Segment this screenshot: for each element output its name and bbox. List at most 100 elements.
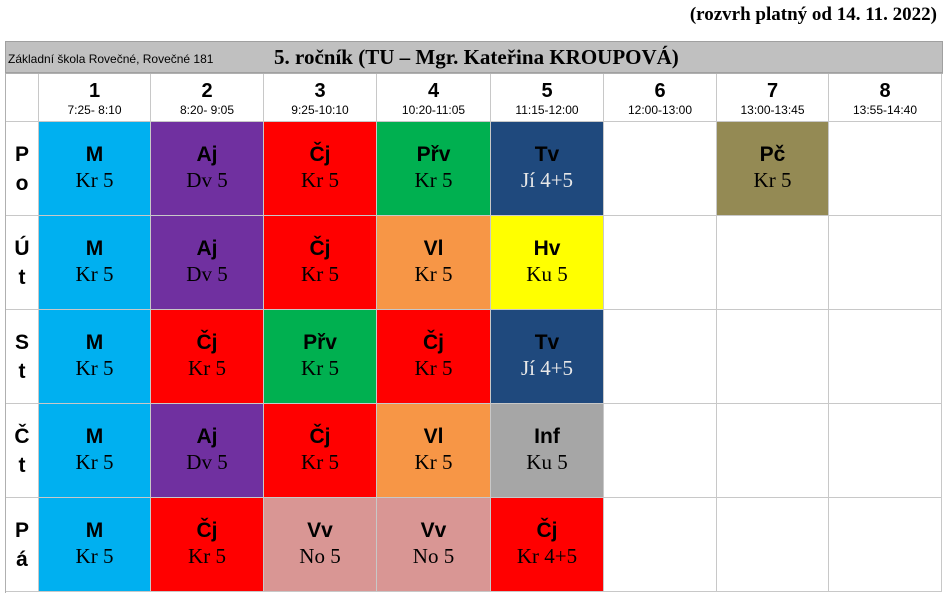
timetable: Základní škola Rovečné, Rovečné 181 5. r… <box>5 41 943 594</box>
period-number: 5 <box>541 80 553 102</box>
lesson-cell: Čj Kr 5 <box>151 310 264 404</box>
lesson-cell: Čj Kr 5 <box>151 498 264 592</box>
lesson-subject: Čj <box>196 330 218 354</box>
empty-slot <box>829 216 942 310</box>
timetable-grid: 1 7:25- 8:10 2 8:20- 9:05 3 9:25-10:10 4 10:20-… <box>5 73 943 593</box>
lesson-cell: Vv No 5 <box>377 498 491 592</box>
day-letter: P <box>14 518 29 542</box>
lesson-subject: M <box>85 236 104 260</box>
lesson-cell: M Kr 5 <box>39 498 151 592</box>
lesson-room: Jí 4+5 <box>520 355 574 380</box>
day-letter: Ú <box>14 236 30 260</box>
lesson-room: Dv 5 <box>186 449 228 474</box>
lesson-room: Kr 5 <box>301 355 339 380</box>
period-number: 2 <box>201 80 213 102</box>
lesson-room: Kr 5 <box>188 543 226 568</box>
lesson-subject: Inf <box>534 424 560 448</box>
lesson-room: Kr 5 <box>753 167 792 192</box>
lesson-subject: Čj <box>536 518 558 542</box>
class-title: 5. ročník (TU – Mgr. Kateřina KROUPOVÁ) <box>274 45 679 69</box>
school-name: Základní škola Rovečné, Rovečné 181 <box>8 52 214 66</box>
period-number: 1 <box>88 80 101 102</box>
empty-slot <box>604 122 717 216</box>
period-header: 6 12:00-13:00 <box>604 74 717 122</box>
period-time: 10:20-11:05 <box>401 103 466 117</box>
validity-note: (rozvrh platný od 14. 11. 2022) <box>689 4 937 25</box>
empty-slot <box>604 404 717 498</box>
lesson-subject: Pč <box>759 142 786 166</box>
lesson-cell: Vl Kr 5 <box>377 404 491 498</box>
day-letter: o <box>15 171 29 195</box>
lesson-cell: M Kr 5 <box>39 216 151 310</box>
empty-slot <box>829 310 942 404</box>
lesson-cell: Přv Kr 5 <box>264 310 377 404</box>
lesson-subject: Aj <box>196 236 218 260</box>
period-number: 3 <box>314 80 326 102</box>
lesson-subject: Aj <box>196 142 218 166</box>
period-header: 4 10:20-11:05 <box>377 74 491 122</box>
period-header: 7 13:00-13:45 <box>717 74 829 122</box>
lesson-subject: Hv <box>533 236 561 260</box>
period-number: 4 <box>427 80 440 102</box>
lesson-room: Kr 5 <box>301 449 339 474</box>
period-header: 5 11:15-12:00 <box>491 74 604 122</box>
period-header: 3 9:25-10:10 <box>264 74 377 122</box>
period-header: 1 7:25- 8:10 <box>39 74 151 122</box>
empty-slot <box>717 310 829 404</box>
lesson-subject: Vl <box>423 236 444 260</box>
lesson-cell: Hv Ku 5 <box>491 216 604 310</box>
lesson-subject: M <box>85 518 104 542</box>
period-number: 8 <box>879 80 891 102</box>
empty-slot <box>829 122 942 216</box>
lesson-cell: M Kr 5 <box>39 310 151 404</box>
period-number: 7 <box>766 80 779 102</box>
day-letter: P <box>14 142 29 166</box>
lesson-cell: Aj Dv 5 <box>151 404 264 498</box>
lesson-subject: M <box>85 142 104 166</box>
period-number: 6 <box>654 80 666 102</box>
empty-slot <box>604 310 717 404</box>
day-letter: Č <box>14 424 30 448</box>
lesson-cell: Vv No 5 <box>264 498 377 592</box>
period-time: 7:25- 8:10 <box>67 103 122 117</box>
lesson-subject: Tv <box>534 142 560 166</box>
day-letter: t <box>18 265 26 289</box>
empty-slot <box>717 216 829 310</box>
lesson-subject: Čj <box>309 236 331 260</box>
lesson-room: Kr 5 <box>188 355 226 380</box>
empty-slot <box>717 498 829 592</box>
lesson-cell: Inf Ku 5 <box>491 404 604 498</box>
period-time: 9:25-10:10 <box>291 103 349 117</box>
corner-cell <box>6 74 39 122</box>
period-time: 8:20- 9:05 <box>179 103 235 117</box>
lesson-room: Kr 5 <box>301 261 339 286</box>
lesson-room: Kr 5 <box>414 355 453 380</box>
lesson-subject: M <box>85 330 104 354</box>
empty-slot <box>604 216 717 310</box>
lesson-room: Jí 4+5 <box>520 167 574 192</box>
lesson-cell: Čj Kr 5 <box>264 216 377 310</box>
lesson-subject: Vv <box>420 518 447 542</box>
empty-slot <box>829 404 942 498</box>
day-letter: t <box>18 453 26 477</box>
lesson-subject: Vl <box>423 424 444 448</box>
lesson-cell: Tv Jí 4+5 <box>491 310 604 404</box>
lesson-subject: Čj <box>309 424 331 448</box>
lesson-subject: Čj <box>196 518 218 542</box>
lesson-room: Kr 5 <box>75 449 114 474</box>
day-letter: t <box>18 359 26 383</box>
lesson-subject: Tv <box>534 330 560 354</box>
day-letter: S <box>14 330 29 354</box>
lesson-cell: Aj Dv 5 <box>151 216 264 310</box>
lesson-subject: Čj <box>423 330 444 354</box>
lesson-subject: Přv <box>416 142 451 166</box>
lesson-cell: Přv Kr 5 <box>377 122 491 216</box>
lesson-room: Kr 4+5 <box>516 543 578 568</box>
empty-slot <box>717 404 829 498</box>
lesson-cell: M Kr 5 <box>39 122 151 216</box>
lesson-room: Kr 5 <box>75 543 114 568</box>
